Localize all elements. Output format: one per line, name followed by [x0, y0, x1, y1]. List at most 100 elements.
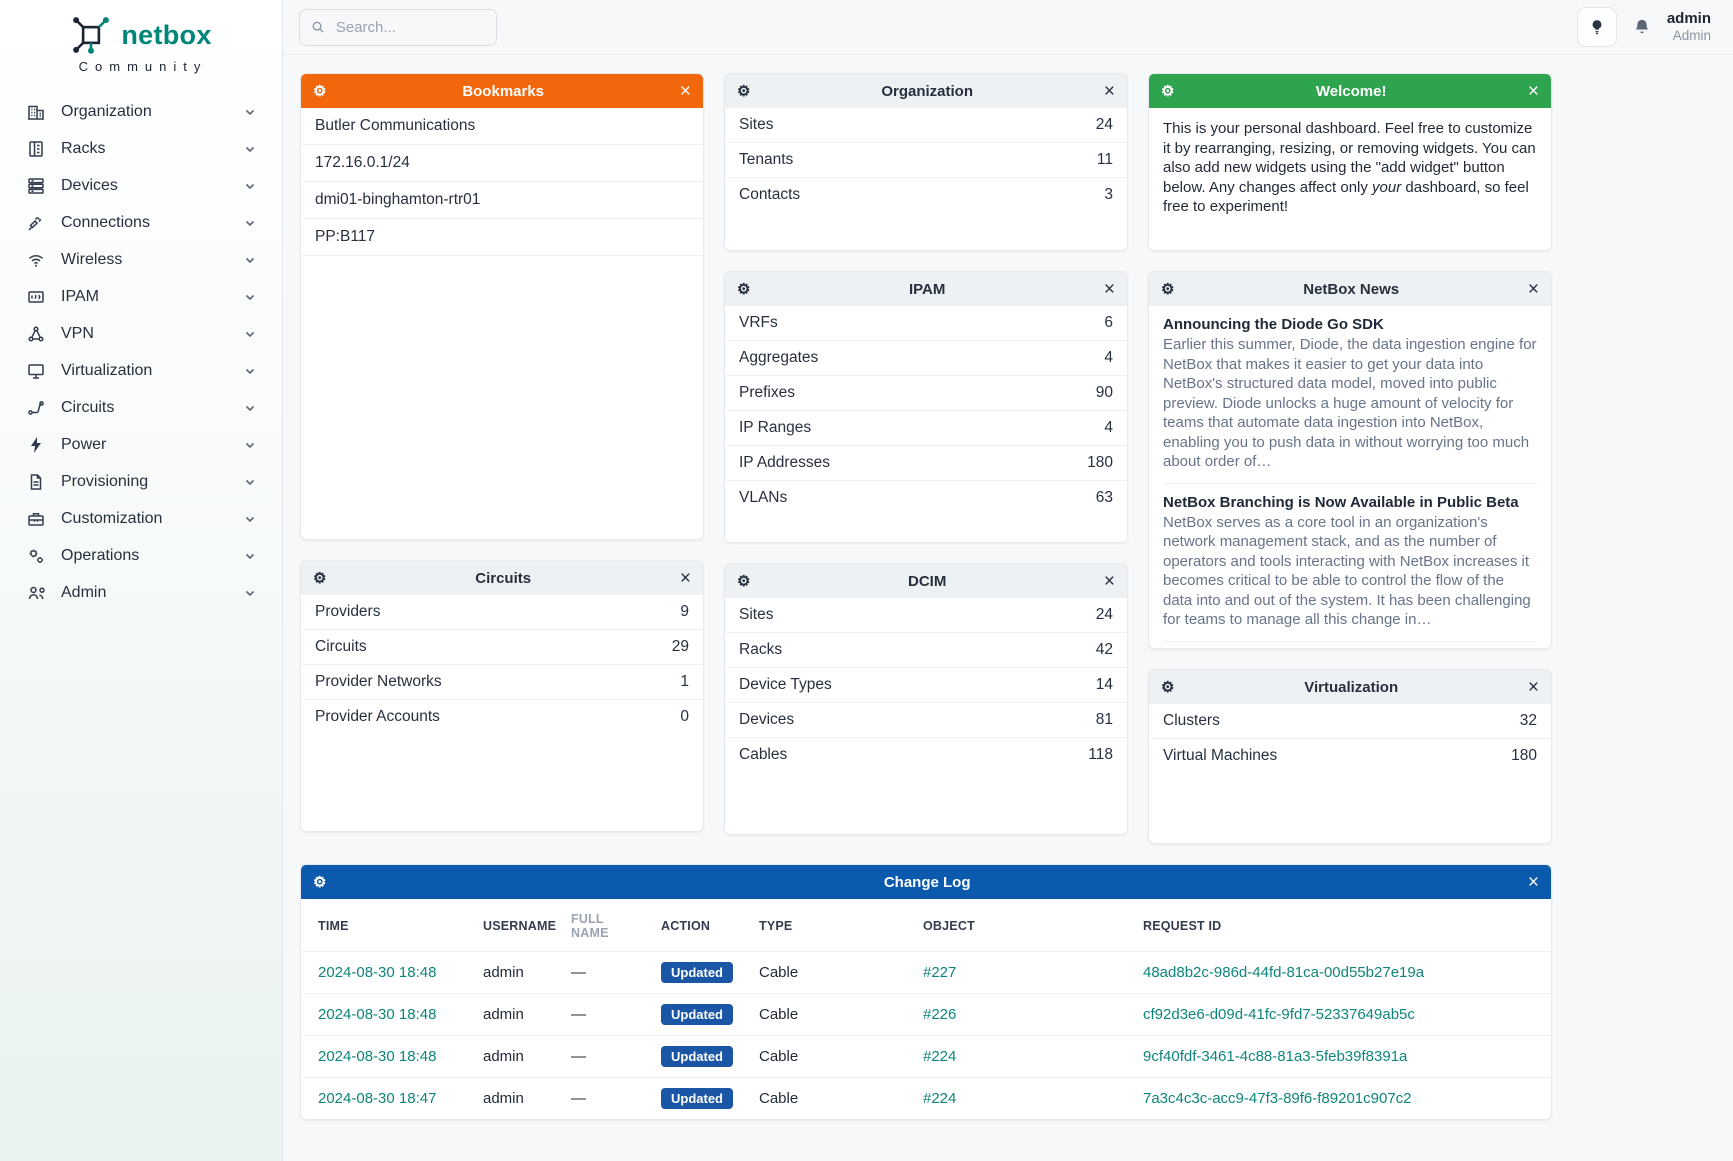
bookmark-link[interactable]: dmi01-binghamton-rtr01: [301, 182, 703, 219]
stat-row[interactable]: Device Types 14: [725, 668, 1127, 703]
object-link[interactable]: #227: [923, 964, 957, 981]
widget-title: Organization: [881, 82, 973, 100]
search-box[interactable]: [299, 8, 497, 46]
object-link[interactable]: #226: [923, 1006, 957, 1023]
stat-label: Cables: [739, 746, 788, 763]
stat-row[interactable]: VLANs 63: [725, 481, 1127, 515]
close-icon[interactable]: ×: [1103, 278, 1115, 300]
widget-title: NetBox News: [1303, 280, 1400, 298]
search-input[interactable]: [333, 17, 485, 37]
stat-row[interactable]: Sites 24: [725, 108, 1127, 143]
sidebar-item-operations[interactable]: Operations: [6, 538, 276, 574]
action-badge: Updated: [661, 1046, 733, 1067]
close-icon[interactable]: ×: [1103, 570, 1115, 592]
stat-row[interactable]: IP Ranges 4: [725, 411, 1127, 446]
sidebar-item-customization[interactable]: Customization: [6, 501, 276, 537]
widget-config-icon[interactable]: ⚙: [313, 82, 327, 100]
stat-row[interactable]: Aggregates 4: [725, 341, 1127, 376]
stat-label: Clusters: [1163, 712, 1220, 729]
stat-row[interactable]: Contacts 3: [725, 178, 1127, 212]
sidebar-item-ipam[interactable]: IPAM: [6, 279, 276, 315]
change-time-link[interactable]: 2024-08-30 18:47: [318, 1090, 437, 1107]
request-id-link[interactable]: cf92d3e6-d09d-41fc-9fd7-52337649ab5c: [1143, 1006, 1415, 1023]
stat-row[interactable]: Tenants 11: [725, 143, 1127, 178]
close-icon[interactable]: ×: [679, 80, 691, 102]
sidebar-item-connections[interactable]: Connections: [6, 205, 276, 241]
stat-row[interactable]: Devices 81: [725, 703, 1127, 738]
stat-row[interactable]: Provider Networks 1: [301, 665, 703, 700]
news-title-link[interactable]: NetBox Branching is Now Available in Pub…: [1163, 493, 1519, 511]
sidebar-item-provisioning[interactable]: Provisioning: [6, 464, 276, 500]
request-id-link[interactable]: 9cf40fdf-3461-4c88-81a3-5feb39f8391a: [1143, 1048, 1408, 1065]
stat-label: Sites: [739, 116, 774, 133]
netbox-logo[interactable]: netbox: [0, 14, 282, 56]
sidebar-item-label: Power: [61, 436, 107, 453]
sidebar-item-virtualization[interactable]: Virtualization: [6, 353, 276, 389]
change-time-link[interactable]: 2024-08-30 18:48: [318, 1006, 437, 1023]
theme-toggle-button[interactable]: [1576, 7, 1617, 47]
close-icon[interactable]: ×: [1527, 871, 1539, 893]
widget-config-icon[interactable]: ⚙: [1161, 678, 1175, 696]
column-header-time: TIME: [318, 919, 349, 933]
stat-row[interactable]: VRFs 6: [725, 306, 1127, 341]
widget-change-log: ⚙ Change Log × TIME USERNAME FULL NAME A…: [300, 864, 1552, 1120]
object-link[interactable]: #224: [923, 1048, 957, 1065]
widget-config-icon[interactable]: ⚙: [313, 569, 327, 587]
stat-label: Sites: [739, 606, 774, 623]
stat-row[interactable]: Provider Accounts 0: [301, 700, 703, 734]
widget-config-icon[interactable]: ⚙: [737, 572, 751, 590]
sidebar-item-admin[interactable]: Admin: [6, 575, 276, 611]
stat-row[interactable]: Racks 42: [725, 633, 1127, 668]
widget-title: DCIM: [908, 572, 947, 590]
object-link[interactable]: #224: [923, 1090, 957, 1107]
close-icon[interactable]: ×: [1527, 676, 1539, 698]
sidebar-item-power[interactable]: Power: [6, 427, 276, 463]
stat-value: 6: [1104, 314, 1113, 331]
action-badge: Updated: [661, 1088, 733, 1109]
column-header-type: TYPE: [759, 919, 793, 933]
stat-row[interactable]: Virtual Machines 180: [1149, 739, 1551, 773]
ip-address-icon: [28, 291, 44, 303]
bookmark-link[interactable]: PP:B117: [301, 219, 703, 256]
widget-config-icon[interactable]: ⚙: [1161, 280, 1175, 298]
change-fullname: —: [561, 951, 651, 994]
close-icon[interactable]: ×: [1103, 80, 1115, 102]
change-time-link[interactable]: 2024-08-30 18:48: [318, 1048, 437, 1065]
stat-row[interactable]: Clusters 32: [1149, 704, 1551, 739]
sidebar-item-label: Connections: [61, 214, 150, 231]
stat-row[interactable]: IP Addresses 180: [725, 446, 1127, 481]
sidebar-item-racks[interactable]: Racks: [6, 131, 276, 167]
close-icon[interactable]: ×: [1527, 278, 1539, 300]
user-menu[interactable]: admin Admin: [1667, 10, 1711, 44]
stat-value: 0: [680, 708, 689, 725]
stat-row[interactable]: Cables 118: [725, 738, 1127, 772]
widget-config-icon[interactable]: ⚙: [737, 280, 751, 298]
bookmark-link[interactable]: Butler Communications: [301, 108, 703, 145]
topbar: admin Admin: [283, 0, 1733, 55]
sidebar-item-devices[interactable]: Devices: [6, 168, 276, 204]
request-id-link[interactable]: 7a3c4c3c-acc9-47f3-89f6-f89201c907c2: [1143, 1090, 1412, 1107]
close-icon[interactable]: ×: [679, 567, 691, 589]
change-log-table: TIME USERNAME FULL NAME ACTION TYPE OBJE…: [301, 899, 1551, 1119]
sidebar-item-organization[interactable]: Organization: [6, 94, 276, 130]
bookmark-link[interactable]: 172.16.0.1/24: [301, 145, 703, 182]
notifications-bell-icon[interactable]: [1632, 17, 1652, 37]
widget-organization: ⚙ Organization × Sites 24 Tenants 11 Conta…: [724, 73, 1128, 251]
change-time-link[interactable]: 2024-08-30 18:48: [318, 964, 437, 981]
stat-row[interactable]: Sites 24: [725, 598, 1127, 633]
widget-config-icon[interactable]: ⚙: [1161, 82, 1175, 100]
widget-config-icon[interactable]: ⚙: [737, 82, 751, 100]
widget-config-icon[interactable]: ⚙: [313, 873, 327, 891]
sidebar-item-wireless[interactable]: Wireless: [6, 242, 276, 278]
news-title-link[interactable]: Announcing the Diode Go SDK: [1163, 316, 1384, 333]
stat-row[interactable]: Prefixes 90: [725, 376, 1127, 411]
sidebar-item-circuits[interactable]: Circuits: [6, 390, 276, 426]
sidebar-item-vpn[interactable]: VPN: [6, 316, 276, 352]
close-icon[interactable]: ×: [1527, 80, 1539, 102]
stat-label: Device Types: [739, 676, 832, 693]
request-id-link[interactable]: 48ad8b2c-986d-44fd-81ca-00d55b27e19a: [1143, 964, 1425, 981]
news-excerpt: Earlier this summer, Diode, the data ing…: [1163, 336, 1537, 470]
stat-row[interactable]: Circuits 29: [301, 630, 703, 665]
stat-row[interactable]: Providers 9: [301, 595, 703, 630]
widget-netbox-news: ⚙ NetBox News × Announcing the Diode Go …: [1148, 271, 1552, 649]
